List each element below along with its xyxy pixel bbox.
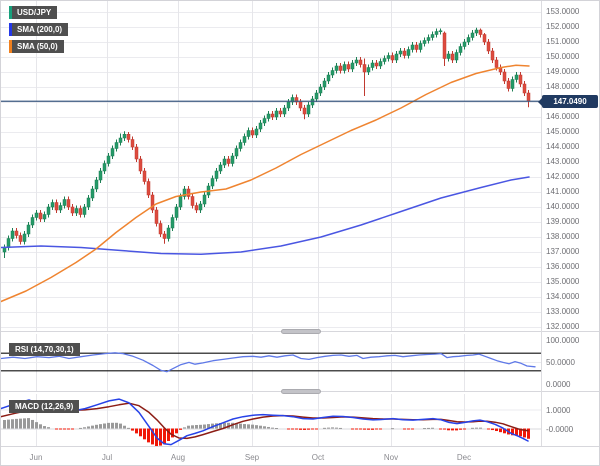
price-tick-label: 141.0000 bbox=[546, 187, 580, 196]
rsi-panel[interactable] bbox=[1, 334, 600, 391]
price-tick-label: 132.0000 bbox=[546, 322, 580, 331]
price-tick-label: 143.0000 bbox=[546, 157, 580, 166]
price-tick-label: 138.0000 bbox=[546, 232, 580, 241]
rsi-indicator-label[interactable]: RSI (14,70,30,1) bbox=[9, 343, 80, 356]
sma50-label: SMA (50,0) bbox=[17, 42, 58, 51]
sma50-accent-bar bbox=[9, 40, 12, 53]
price-tick-label: 135.0000 bbox=[546, 277, 580, 286]
price-tick-label: 136.0000 bbox=[546, 262, 580, 271]
price-tick-label: 137.0000 bbox=[546, 247, 580, 256]
price-tick-label: 150.0000 bbox=[546, 52, 580, 61]
price-tick-label: 140.0000 bbox=[546, 202, 580, 211]
price-tick-label: 139.0000 bbox=[546, 217, 580, 226]
price-tick-label: 144.0000 bbox=[546, 142, 580, 151]
price-tick-label: 148.0000 bbox=[546, 82, 580, 91]
legend-symbol[interactable]: USD/JPY bbox=[9, 6, 58, 19]
price-tick-label: 146.0000 bbox=[546, 112, 580, 121]
symbol-label: USD/JPY bbox=[17, 8, 52, 17]
axis-divider bbox=[541, 1, 542, 446]
month-label: Nov bbox=[383, 453, 399, 462]
month-label: Oct bbox=[311, 453, 325, 462]
price-tick-label: 153.0000 bbox=[546, 7, 580, 16]
rsi-tick-label: 100.0000 bbox=[546, 336, 580, 345]
macd-panel[interactable] bbox=[1, 394, 600, 446]
month-label: Aug bbox=[170, 453, 186, 462]
price-tick-label: 145.0000 bbox=[546, 127, 580, 136]
price-tick-label: 151.0000 bbox=[546, 37, 580, 46]
sma200-accent-bar bbox=[9, 23, 12, 36]
last-price-badge: 147.0490 bbox=[538, 95, 598, 108]
legend: USD/JPY SMA (200,0) SMA (50,0) bbox=[9, 6, 69, 57]
month-label: Sep bbox=[244, 453, 260, 462]
price-tick-label: 142.0000 bbox=[546, 172, 580, 181]
price-tick-label: 134.0000 bbox=[546, 292, 580, 301]
rsi-tick-label: 50.0000 bbox=[546, 358, 575, 367]
macd-tick-label: -0.0000 bbox=[546, 424, 574, 434]
main-price-panel[interactable] bbox=[1, 1, 600, 331]
rsi-tick-label: 0.0000 bbox=[546, 380, 571, 389]
panel-resize-grip[interactable] bbox=[281, 329, 321, 334]
symbol-accent-bar bbox=[9, 6, 12, 19]
month-label: Dec bbox=[456, 453, 472, 462]
sma200-label: SMA (200,0) bbox=[17, 25, 63, 34]
legend-sma50[interactable]: SMA (50,0) bbox=[9, 40, 64, 53]
axis-divider bbox=[1, 446, 599, 447]
month-label: Jun bbox=[29, 453, 43, 462]
price-tick-label: 149.0000 bbox=[546, 67, 580, 76]
legend-sma200[interactable]: SMA (200,0) bbox=[9, 23, 69, 36]
price-tick-label: 133.0000 bbox=[546, 307, 580, 316]
price-tick-label: 152.0000 bbox=[546, 22, 580, 31]
month-label: Jul bbox=[101, 453, 113, 462]
panel-resize-grip[interactable] bbox=[281, 389, 321, 394]
macd-indicator-label[interactable]: MACD (12,26,9) bbox=[9, 400, 80, 413]
macd-tick-label: 1.0000 bbox=[546, 405, 571, 415]
